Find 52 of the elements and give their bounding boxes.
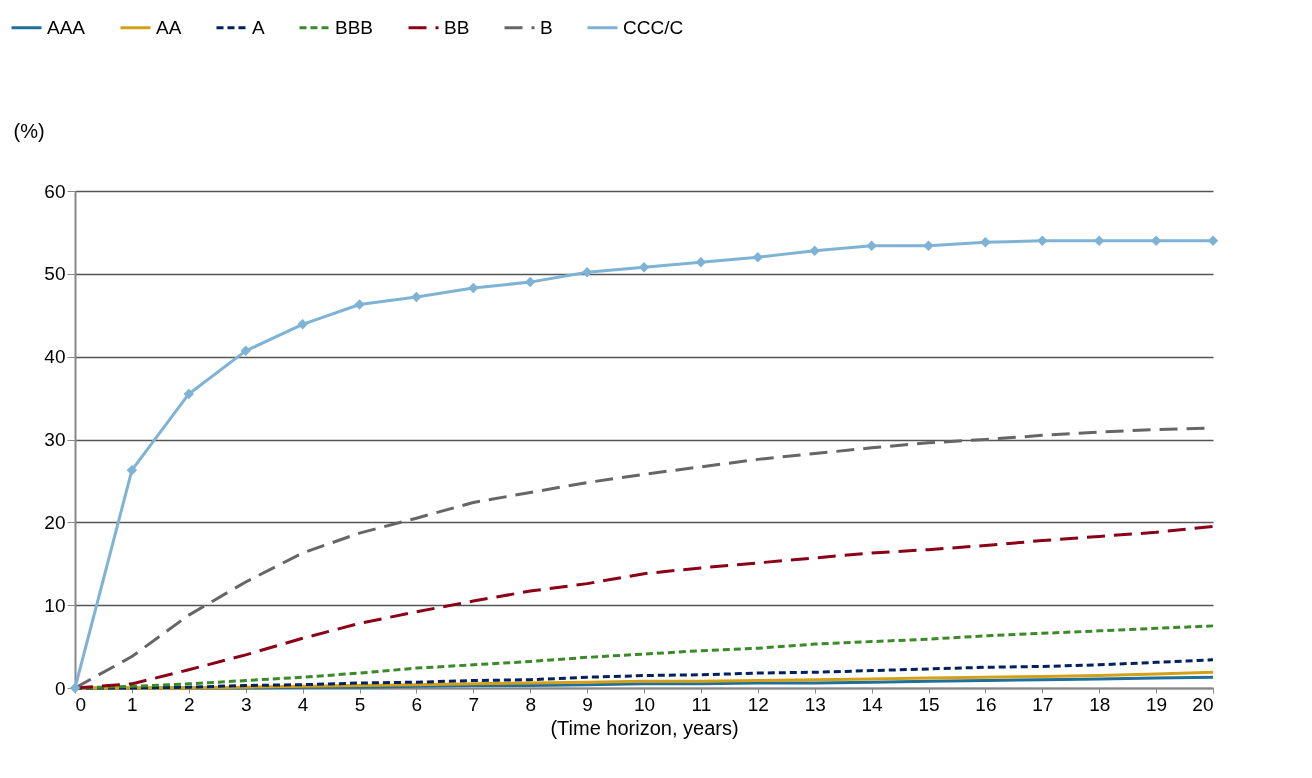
point xyxy=(695,256,707,268)
point xyxy=(240,345,251,357)
y-tick-label: 50 xyxy=(44,263,66,285)
x-tick-label: 9 xyxy=(582,693,593,715)
point xyxy=(809,245,820,256)
legend-label: AA xyxy=(156,16,182,38)
x-tick-label: 10 xyxy=(633,693,656,715)
point xyxy=(1037,235,1048,246)
point xyxy=(468,282,479,294)
point xyxy=(923,240,934,251)
x-tick-label: 1 xyxy=(127,693,138,715)
x-tick-label: 0 xyxy=(75,693,87,715)
legend-label: BB xyxy=(444,16,470,38)
point xyxy=(126,464,138,476)
x-tick-label: 13 xyxy=(804,693,826,715)
x-tick-label: 18 xyxy=(1089,693,1111,715)
legend-label: B xyxy=(540,16,553,38)
point xyxy=(183,388,195,400)
x-tick-label: 3 xyxy=(240,693,252,715)
x-tick-label: 6 xyxy=(411,693,423,715)
x-tick-label: 15 xyxy=(918,693,940,715)
legend-label: AAA xyxy=(47,16,86,38)
legend-label: BBB xyxy=(335,16,374,38)
point xyxy=(638,261,650,273)
y-axis-title: (%) xyxy=(13,119,45,142)
point xyxy=(354,299,365,310)
x-tick-label: 8 xyxy=(525,693,536,715)
point xyxy=(411,291,422,303)
x-tick-label: 19 xyxy=(1146,693,1168,715)
point xyxy=(866,240,877,251)
x-tick-label: 11 xyxy=(691,693,712,715)
x-tick-label: 16 xyxy=(975,693,997,715)
point xyxy=(297,319,308,330)
x-axis-title: (Time horizon, years) xyxy=(550,716,739,739)
y-tick-label: 20 xyxy=(44,511,66,533)
y-tick-label: 60 xyxy=(44,180,66,202)
point xyxy=(980,237,991,248)
x-tick-label: 14 xyxy=(861,693,884,715)
x-tick-label: 2 xyxy=(184,693,195,715)
x-tick-label: 12 xyxy=(747,693,769,715)
legend-label: A xyxy=(252,16,265,38)
x-tick-label: 17 xyxy=(1032,693,1054,715)
y-tick-label: 0 xyxy=(54,677,66,699)
point xyxy=(581,266,593,278)
legend-label: CCC/C xyxy=(623,16,684,38)
y-tick-label: 40 xyxy=(44,346,66,368)
x-tick-label: 7 xyxy=(468,693,480,715)
x-tick-label: 5 xyxy=(354,693,366,715)
x-tick-label: 4 xyxy=(297,693,309,715)
y-tick-label: 10 xyxy=(44,594,66,616)
x-tick-label: 20 xyxy=(1192,693,1214,715)
y-tick-label: 30 xyxy=(44,429,66,450)
